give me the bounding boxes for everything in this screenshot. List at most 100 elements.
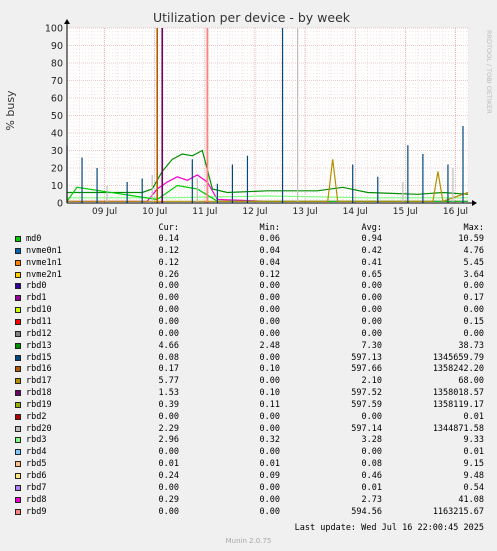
legend-swatch: [15, 425, 21, 432]
legend-swatch: [15, 283, 21, 290]
legend-swatch: [15, 473, 21, 479]
y-axis-label: % busy: [4, 90, 17, 131]
legend-name: rbd6: [26, 471, 47, 481]
legend-name: rbd9: [26, 506, 47, 517]
y-tick-label: 20: [51, 164, 63, 175]
legend-cur: 0.00: [158, 506, 179, 517]
legend-max: 0.00: [463, 305, 484, 316]
legend-avg: 0.00: [361, 328, 382, 339]
legend-min: 0.06: [259, 234, 280, 244]
legend-swatch: [15, 354, 21, 361]
legend-name: nvme1n1: [26, 257, 62, 268]
legend-min: 2.48: [259, 340, 280, 351]
legend-name: rbd19: [26, 399, 52, 410]
y-tick-label: 40: [51, 129, 63, 140]
y-tick-label: 90: [51, 41, 63, 52]
legend-cur: 0.08: [158, 352, 179, 363]
legend-avg: 2.10: [361, 376, 382, 387]
legend-cur: 0.00: [158, 293, 179, 304]
legend-cur: 4.66: [158, 340, 179, 351]
legend-avg: 0.00: [361, 293, 382, 304]
legend-row-rbd18: rbd18 1.53 0.10 597.52 1358018.57: [0, 388, 497, 398]
legend-name: rbd13: [26, 340, 52, 351]
legend-min: 0.10: [259, 388, 280, 399]
legend-cur: 0.00: [158, 281, 179, 292]
legend-cur: 0.12: [158, 245, 179, 256]
legend-row-rbd17: rbd17 5.77 0.00 2.10 68.00: [0, 376, 497, 386]
legend-avg: 597.59: [351, 399, 382, 410]
legend-min: 0.00: [259, 316, 280, 327]
legend-name: rbd5: [26, 459, 47, 470]
legend-max: 41.08: [458, 494, 484, 505]
legend-cur: 0.00: [158, 411, 179, 422]
legend-cur: 0.39: [158, 399, 179, 410]
legend-name: nvme0n1: [26, 245, 62, 256]
legend-avg: 0.94: [361, 234, 382, 244]
legend-min: 0.04: [259, 257, 280, 268]
legend-name: rbd15: [26, 352, 52, 363]
legend-swatch: [15, 378, 21, 385]
legend-max: 1358242.20: [432, 364, 484, 375]
legend-max: 0.00: [463, 281, 484, 292]
legend-avg: 0.00: [361, 305, 382, 316]
legend-max: 68.00: [458, 376, 484, 387]
legend-row-nvme1n1: nvme1n1 0.12 0.04 0.41 5.45: [0, 258, 497, 268]
legend-min: 0.12: [259, 269, 280, 280]
x-tick-label: 14 Jul: [343, 207, 368, 217]
x-tick-label: 15 Jul: [393, 207, 418, 217]
legend-cur: 1.53: [158, 388, 179, 399]
legend-row-rbd15: rbd15 0.08 0.00 597.13 1345659.79: [0, 353, 497, 363]
legend-name: md0: [26, 234, 42, 244]
legend-avg: 0.41: [361, 257, 382, 268]
legend-swatch: [15, 390, 21, 397]
legend-min: 0.00: [259, 376, 280, 387]
legend-cur: 0.26: [158, 269, 179, 280]
legend-min: 0.00: [259, 482, 280, 493]
legend-swatch: [15, 366, 21, 373]
legend-name: nvme2n1: [26, 269, 62, 280]
legend-row-rbd5: rbd5 0.01 0.01 0.08 9.15: [0, 459, 497, 469]
legend-cur: 0.00: [158, 316, 179, 327]
legend-max: 0.01: [463, 447, 484, 458]
legend-swatch: [15, 461, 21, 468]
legend-max: 5.45: [463, 257, 484, 268]
legend-max: 4.76: [463, 245, 484, 256]
y-axis-arrow: [64, 19, 70, 24]
x-tick-label: 09 Jul: [92, 207, 117, 217]
legend-swatch: [15, 484, 21, 491]
legend-name: rbd2: [26, 411, 47, 422]
legend-name: rbd8: [26, 494, 47, 505]
legend-row-rbd12: rbd12 0.00 0.00 0.00 0.00: [0, 329, 497, 339]
legend-avg: 0.00: [361, 411, 382, 422]
legend-cur: 0.00: [158, 447, 179, 458]
legend-name: rbd11: [26, 316, 52, 327]
legend-avg: 7.30: [361, 340, 382, 351]
legend-cur: 0.01: [158, 459, 179, 470]
series-line-rbd3: [67, 195, 468, 199]
legend-avg: 0.00: [361, 281, 382, 292]
series-line-rbd8: [67, 174, 468, 202]
legend-swatch: [15, 401, 21, 408]
legend-max: 1345659.79: [432, 352, 484, 363]
legend-name: rbd4: [26, 447, 47, 458]
legend-swatch: [15, 496, 21, 503]
legend-max: 38.73: [458, 340, 484, 351]
legend-cur: 0.29: [158, 494, 179, 505]
legend-max: 0.54: [463, 482, 484, 493]
legend-max: 1358119.17: [432, 399, 484, 410]
x-tick-label: 13 Jul: [293, 207, 318, 217]
legend-row-rbd6: rbd6 0.24 0.09 0.46 9.48: [0, 471, 497, 481]
legend-row-rbd20: rbd20 2.29 0.00 597.14 1344871.58: [0, 424, 497, 434]
legend-cur: 0.00: [158, 482, 179, 493]
y-tick-label: 10: [51, 181, 63, 192]
legend-min: 0.00: [259, 281, 280, 292]
x-axis-arrow: [472, 200, 477, 206]
legend-cur: 0.17: [158, 364, 179, 375]
legend-avg: 0.08: [361, 459, 382, 470]
legend-row-rbd0: rbd0 0.00 0.00 0.00 0.00: [0, 281, 497, 291]
legend-avg: 0.00: [361, 316, 382, 327]
legend-avg: 597.52: [351, 388, 382, 399]
legend-max: 3.64: [463, 269, 484, 280]
legend-name: rbd0: [26, 281, 47, 292]
